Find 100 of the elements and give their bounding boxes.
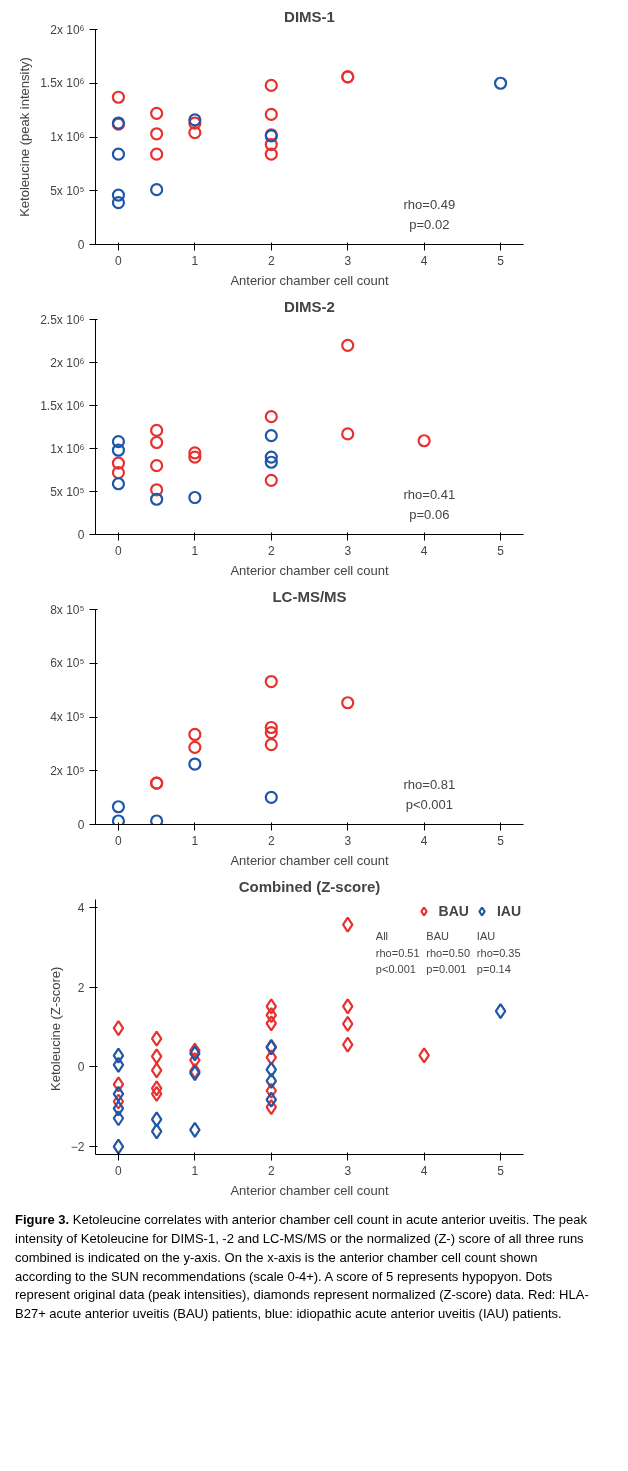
x-tick-label: 2 [267,833,275,848]
point [265,998,278,1015]
y-tick-label: 1.5x 10⁶ [40,398,85,413]
point [111,800,126,814]
point [150,183,164,197]
point [150,459,164,473]
point [111,435,126,449]
point [111,465,126,480]
point [189,1121,201,1138]
x-tick-label: 0 [115,833,123,848]
point [341,427,355,441]
y-tick-label: 2x 10⁵ [50,763,85,778]
y-tick-label: 0 [77,237,85,252]
point [150,1030,163,1047]
x-tick-label: 0 [115,543,123,558]
y-tick-label: −2 [70,1140,85,1155]
x-tick-label: 5 [497,1163,505,1178]
point [188,126,202,140]
x-tick-label: 2 [267,543,275,558]
point [112,1056,125,1073]
text: Figure 3. [15,1212,70,1227]
x-tick-label: 4 [420,253,428,268]
annotation: rho=0.41 p=0.06 [403,487,456,522]
point [112,1100,125,1117]
y-tick-label: 0 [77,1060,85,1075]
point [264,720,278,735]
point [264,147,278,161]
point [265,1006,278,1024]
x-tick-label: 4 [420,1163,428,1178]
point [494,1002,507,1020]
y-tick-label: 4 [77,900,85,915]
point [265,1098,278,1116]
point [111,147,126,161]
point [341,1015,354,1032]
point [112,1110,125,1127]
point [264,78,278,92]
point [264,738,278,752]
point [188,757,202,771]
chart-title: Combined (Z-score) [238,877,381,895]
x-tick-label: 0 [115,253,123,268]
legend-label: IAU [496,903,521,919]
x-tick-label: 1 [191,1163,199,1178]
point [341,696,355,710]
y-tick-label: 4x 10⁵ [50,710,85,724]
annotation: BAU rho=0.50 p=0.001 [426,930,471,976]
point [150,147,164,161]
point [111,456,126,470]
point [264,455,278,469]
point [111,90,126,104]
x-tick-label: 3 [344,253,352,268]
point [150,1123,163,1140]
y-tick-label: 5x 10⁵ [50,484,85,499]
point [150,1080,163,1097]
annotation: IAU rho=0.35 p=0.14 [476,930,521,976]
chart-title: DIMS-1 [284,7,335,25]
y-tick-label: 1.5x 10⁶ [40,76,85,91]
point [265,1072,278,1089]
y-tick-label: 1x 10⁶ [50,441,85,456]
x-tick-label: 4 [420,543,428,558]
point [112,1093,125,1110]
x-axis-title: Anterior chamber cell count [230,852,390,868]
point [188,446,202,460]
y-tick-label: 1x 10⁶ [50,130,85,144]
point [150,423,164,438]
point [264,674,278,689]
x-tick-label: 5 [497,833,505,848]
y-tick-label: 2x 10⁶ [50,355,85,370]
y-tick-label: 6x 10⁵ [50,656,85,671]
y-tick-label: 2.5x 10⁶ [40,312,85,327]
legend-label: BAU [438,903,469,919]
point [111,195,126,210]
point [112,1085,125,1103]
x-tick-label: 1 [191,253,199,268]
point [150,814,164,825]
x-tick-label: 1 [191,543,199,558]
point [264,137,278,152]
x-tick-label: 2 [267,253,275,268]
point [150,106,164,120]
point [112,1047,125,1064]
x-axis-title: Anterior chamber cell count [230,1182,390,1198]
point [264,429,278,443]
point [188,450,202,464]
point [150,1111,163,1128]
y-tick-label: 0 [77,527,85,542]
x-tick-label: 1 [191,833,199,848]
x-tick-label: 0 [115,1163,123,1178]
point [112,1076,125,1093]
point [264,726,278,740]
point [111,443,126,457]
x-tick-label: 5 [497,253,505,268]
annotation: rho=0.49 p=0.02 [403,197,456,232]
y-axis-title: Ketoleucine (peak intensity) [17,57,33,217]
point [188,740,202,754]
point [111,477,126,491]
point [264,107,278,122]
point [341,338,355,352]
point [150,492,164,506]
point [150,1085,163,1103]
point [264,473,278,487]
point [150,1048,163,1065]
